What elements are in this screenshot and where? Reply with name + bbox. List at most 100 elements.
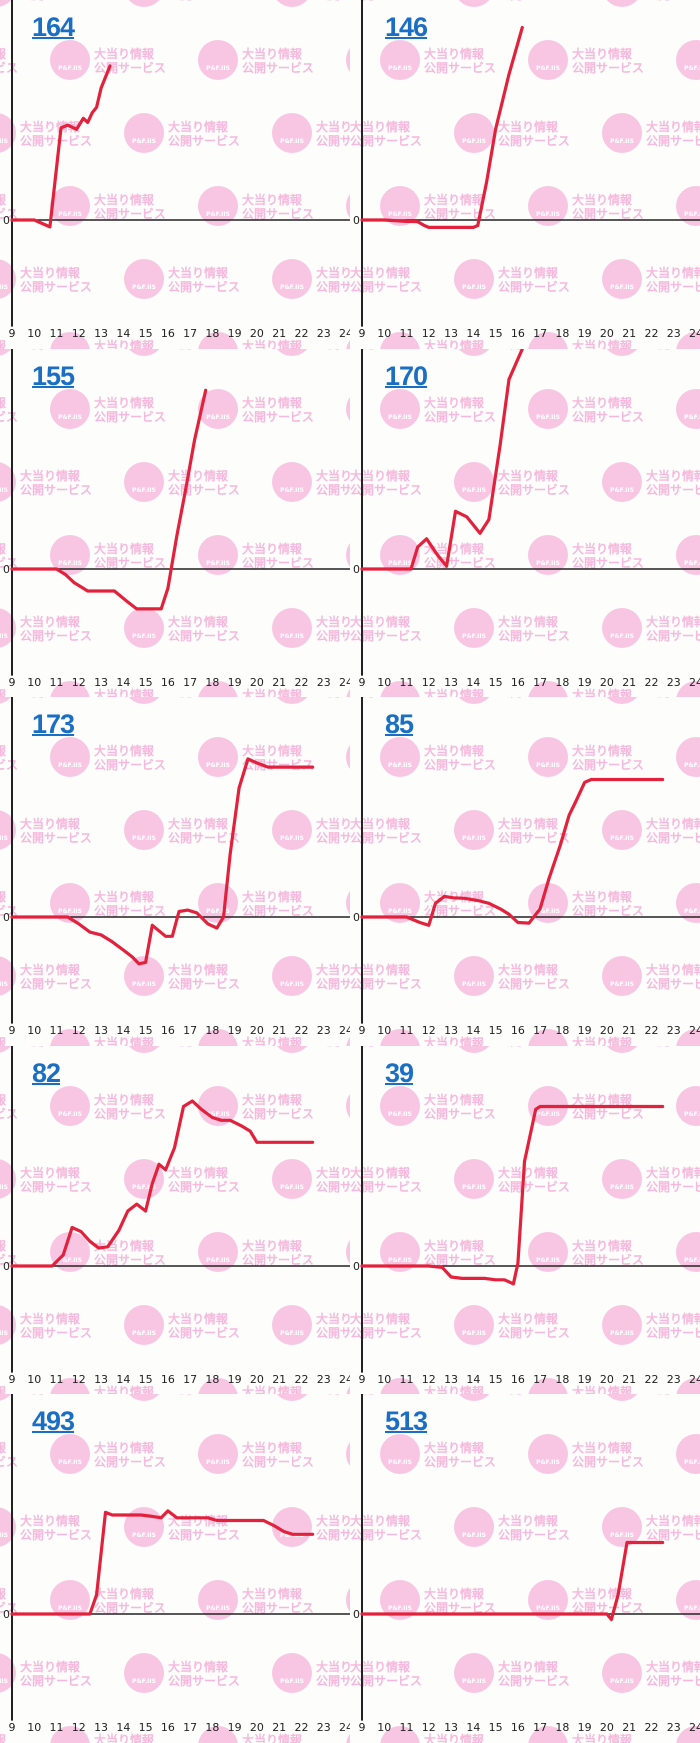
watermark-badge: P&F.IIS (462, 487, 486, 494)
watermark-logo (346, 688, 350, 698)
chart-title[interactable]: 155 (32, 360, 75, 391)
chart-title[interactable]: 82 (32, 1057, 61, 1088)
x-tick-label: 24 (689, 1721, 700, 1734)
watermark-badge: P&F.IIS (684, 908, 700, 915)
watermark-line1: 大当り情報 (424, 1035, 485, 1046)
watermark-line1: 大当り情報 (424, 687, 485, 698)
watermark-logo (454, 956, 495, 997)
watermark-badge: P&F.IIS (536, 1605, 560, 1612)
watermark-line1: 大当り情報 (350, 1513, 411, 1528)
watermark-line1: 大当り情報 (424, 395, 485, 410)
watermark-line2: 公開サービス (316, 279, 350, 294)
x-tick-label: 17 (183, 1024, 197, 1037)
watermark-line1: 大当り情報 (94, 1586, 155, 1601)
watermark-logo (676, 332, 700, 349)
chart-title[interactable]: 85 (385, 709, 414, 740)
watermark-logo (128, 348, 160, 356)
watermark-logo (0, 259, 16, 299)
watermark-line1: 大当り情報 (646, 119, 700, 134)
watermark-badge: P&F.IIS (0, 633, 8, 640)
x-tick-label: 20 (250, 676, 264, 689)
chart-title[interactable]: 170 (385, 360, 428, 391)
watermark-line1: 大当り情報 (94, 1092, 155, 1107)
watermark-badge: P&F.IIS (536, 211, 560, 218)
watermark-line1: 大当り情報 (572, 1440, 633, 1455)
x-tick-label: 22 (644, 676, 658, 689)
watermark-logo (0, 810, 16, 850)
watermark-line1: 大当り情報 (572, 1586, 633, 1601)
watermark-layer: P&F.IIS大当り情報公開サービスP&F.IIS大当り情報公開サービスP&F.… (0, 1045, 350, 1395)
watermark-line1: 大当り情報 (316, 265, 350, 280)
chart-title[interactable]: 513 (385, 1406, 428, 1437)
watermark-line1: 大当り情報 (242, 1586, 303, 1601)
chart-panel: P&F.IIS大当り情報公開サービスP&F.IIS大当り情報公開サービスP&F.… (0, 348, 350, 698)
x-tick-label: 23 (317, 1024, 331, 1037)
watermark-line2: 公開サービス (168, 628, 240, 643)
watermark-badge: P&F.IIS (610, 633, 634, 640)
watermark-line1: 大当り情報 (94, 687, 155, 698)
watermark-badge: P&F.IIS (536, 762, 560, 769)
watermark-line2: 公開サービス (242, 555, 314, 570)
watermark-logo (197, 534, 238, 575)
x-tick-label: 19 (578, 327, 592, 340)
watermark-logo (676, 1434, 700, 1475)
x-tick-label: 20 (600, 327, 614, 340)
watermark-line1: 大当り情報 (20, 816, 81, 831)
chart-title[interactable]: 164 (32, 12, 75, 42)
watermark-line2: 公開サービス (646, 1325, 700, 1340)
watermark-line1: 大当り情報 (20, 1165, 81, 1180)
watermark-badge: P&F.IIS (132, 284, 156, 291)
watermark-line2: 公開サービス (646, 133, 700, 148)
watermark-line1: 大当り情報 (572, 889, 633, 904)
chart-title[interactable]: 146 (385, 12, 428, 42)
chart-title[interactable]: 493 (32, 1406, 75, 1437)
chart-title[interactable]: 173 (32, 709, 75, 740)
watermark-badge: P&F.IIS (684, 211, 700, 218)
chart-title[interactable]: 39 (385, 1057, 414, 1088)
chart-panel: P&F.IIS大当り情報公開サービスP&F.IIS大当り情報公開サービスP&F.… (0, 0, 350, 349)
watermark-line2: 公開サービス (572, 409, 644, 424)
watermark-line1: 大当り情報 (242, 687, 303, 698)
watermark-logo (601, 461, 642, 502)
watermark-line2: 公開サービス (572, 757, 644, 772)
x-tick-label: 16 (161, 676, 175, 689)
watermark-badge: P&F.IIS (388, 1459, 412, 1466)
watermark-line2: 公開サービス (498, 0, 570, 2)
watermark-line2: 公開サービス (646, 279, 700, 294)
x-tick-label: 15 (139, 676, 153, 689)
watermark-badge: P&F.IIS (462, 633, 486, 640)
x-tick-label: 10 (377, 327, 391, 340)
watermark-badge: P&F.IIS (206, 560, 230, 567)
x-tick-label: 15 (489, 1024, 503, 1037)
watermark-line2: 公開サービス (572, 60, 644, 75)
watermark-badge: P&F.IIS (684, 65, 700, 72)
watermark-badge: P&F.IIS (610, 487, 634, 494)
watermark-logo (124, 1507, 165, 1548)
watermark-line1: 大当り情報 (572, 1092, 633, 1107)
